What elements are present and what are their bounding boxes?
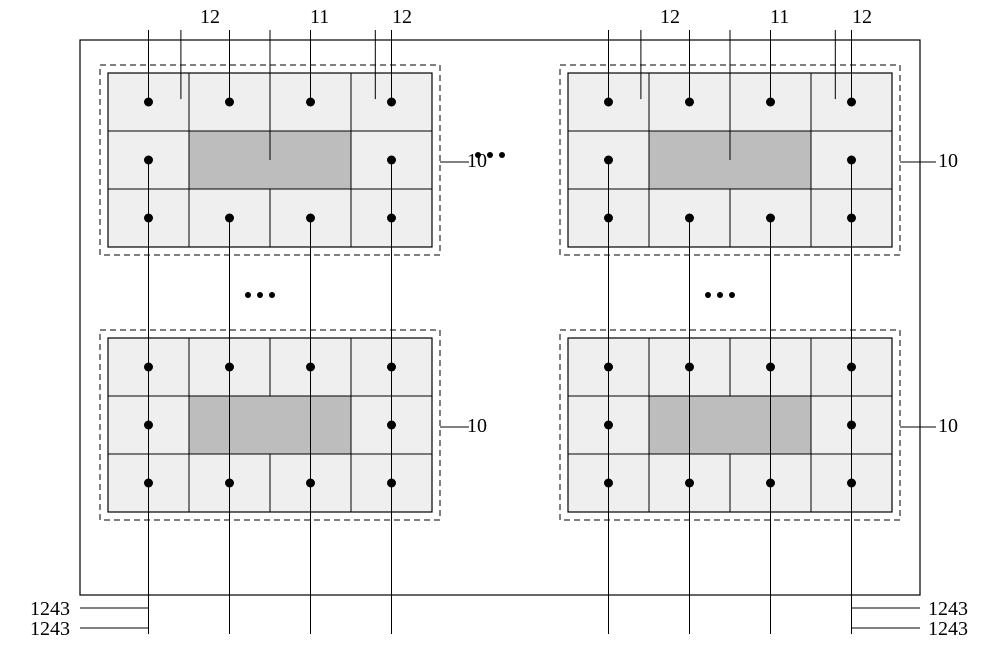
label-side-1: 10: [938, 415, 958, 438]
label-top-1: 11: [310, 6, 329, 29]
label-top-4: 11: [770, 6, 789, 29]
label-top-0: 12: [200, 6, 220, 29]
label-bottom-3: 1243: [928, 618, 968, 641]
diagram-canvas: 121112121112101010101243124312431243: [0, 0, 1000, 649]
label-top-5: 12: [852, 6, 872, 29]
label-top-2: 12: [392, 6, 412, 29]
label-side-2: 10: [467, 150, 487, 173]
label-side-0: 10: [938, 150, 958, 173]
label-top-3: 12: [660, 6, 680, 29]
diagram-svg: [0, 0, 1000, 649]
label-bottom-1: 1243: [30, 618, 70, 641]
label-side-3: 10: [467, 415, 487, 438]
